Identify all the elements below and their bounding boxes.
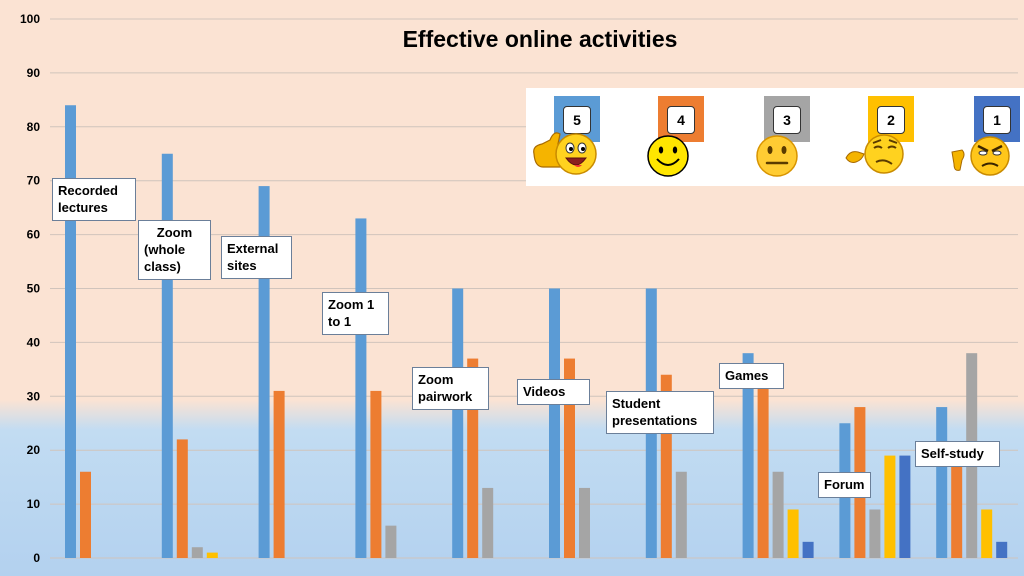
thumbs-down-angry-face-icon <box>951 136 1010 176</box>
y-tick-label: 40 <box>27 335 41 349</box>
y-tick-label: 70 <box>27 174 41 188</box>
bar <box>660 374 672 558</box>
y-tick-label: 50 <box>27 282 41 296</box>
bar <box>80 471 91 558</box>
legend-label: 3 <box>773 106 801 134</box>
bar <box>884 455 896 558</box>
legend-label: 4 <box>667 106 695 134</box>
category-label-line: Videos <box>523 384 566 399</box>
category-label-line: lectures <box>58 200 108 215</box>
bar <box>273 390 285 558</box>
bar <box>258 186 270 558</box>
category-label-line: pairwork <box>418 389 473 404</box>
legend-item-5: 5 <box>530 94 600 182</box>
legend-label: 5 <box>563 106 591 134</box>
thumbs-up-smiley-icon <box>533 132 597 175</box>
bar <box>802 541 814 558</box>
bar <box>981 509 993 558</box>
legend-item-3: 3 <box>740 94 810 182</box>
bar <box>564 358 575 558</box>
legend-item-4: 4 <box>634 94 704 182</box>
bar <box>772 471 784 558</box>
bar <box>936 407 948 558</box>
category-label-line: (whole <box>144 242 186 257</box>
legend: 5 4 3 2 <box>526 88 1024 186</box>
bar <box>385 525 397 558</box>
bar <box>869 509 881 558</box>
y-tick-label: 30 <box>27 389 41 403</box>
y-tick-label: 20 <box>27 443 41 457</box>
category-label-student-presentations: Student presentations <box>606 391 714 434</box>
legend-label: 1 <box>983 106 1011 134</box>
y-tick-label: 0 <box>33 551 40 565</box>
bar <box>176 439 188 558</box>
bar <box>899 455 911 558</box>
bar <box>452 288 464 558</box>
category-label-external-sites: External sites <box>221 236 292 279</box>
skeptical-face-icon <box>845 134 904 174</box>
category-label-line: sites <box>227 258 257 273</box>
category-label-line: Games <box>725 368 769 383</box>
legend-item-1: 1 <box>950 94 1020 182</box>
category-label-forum: Forum <box>818 472 871 498</box>
category-label-videos: Videos <box>517 379 590 405</box>
category-label-recorded-lectures: Recorded lectures <box>52 178 136 221</box>
bar <box>161 153 173 558</box>
category-label-line: class) <box>144 259 181 274</box>
category-label-line: Forum <box>824 477 865 492</box>
category-label-games: Games <box>719 363 784 389</box>
category-label-zoom-1-to-1: Zoom 1 to 1 <box>322 292 389 335</box>
bar <box>482 487 494 558</box>
category-label-line: Zoom 1 <box>328 297 375 312</box>
chart-title: Effective online activities <box>402 26 678 52</box>
bar <box>549 288 560 558</box>
bar <box>675 471 687 558</box>
bar <box>787 509 799 558</box>
category-label-line: Self-study <box>921 446 984 461</box>
category-label-line: Student <box>612 396 661 411</box>
legend-item-2: 2 <box>844 94 914 182</box>
y-tick-label: 10 <box>27 497 41 511</box>
bar <box>191 547 203 558</box>
neutral-face-icon <box>756 135 798 177</box>
bar <box>206 552 218 558</box>
category-label-line: External <box>227 241 279 256</box>
bar <box>742 353 754 558</box>
y-tick-label: 60 <box>27 228 41 242</box>
category-label-line: Zoom <box>156 225 193 240</box>
legend-label: 2 <box>877 106 905 134</box>
bar <box>355 218 367 558</box>
y-tick-label: 90 <box>27 66 41 80</box>
category-label-line: presentations <box>612 413 698 428</box>
bar <box>467 358 479 558</box>
bar <box>370 390 382 558</box>
bar <box>951 460 963 558</box>
y-tick-label: 80 <box>27 120 41 134</box>
bar <box>757 380 769 558</box>
bar <box>996 541 1008 558</box>
category-label-line: Recorded <box>58 183 118 198</box>
category-label-line: Zoom <box>418 372 454 387</box>
bar <box>579 487 590 558</box>
category-label-zoom-whole-class: Zoom (whole class) <box>138 220 211 280</box>
category-label-line: to 1 <box>328 314 352 329</box>
bar <box>65 105 76 559</box>
category-label-zoom-pairwork: Zoom pairwork <box>412 367 489 410</box>
category-label-self-study: Self-study <box>915 441 1000 467</box>
smiley-icon <box>647 135 689 177</box>
y-tick-label: 100 <box>20 12 40 26</box>
